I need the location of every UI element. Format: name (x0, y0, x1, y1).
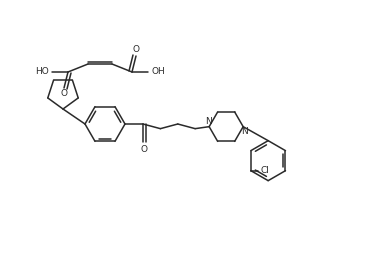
Text: Cl: Cl (260, 166, 269, 175)
Text: OH: OH (151, 67, 165, 76)
Text: O: O (60, 89, 68, 98)
Text: O: O (141, 144, 148, 153)
Text: O: O (132, 45, 139, 54)
Text: N: N (205, 117, 211, 126)
Text: HO: HO (35, 67, 49, 76)
Text: N: N (241, 127, 247, 136)
